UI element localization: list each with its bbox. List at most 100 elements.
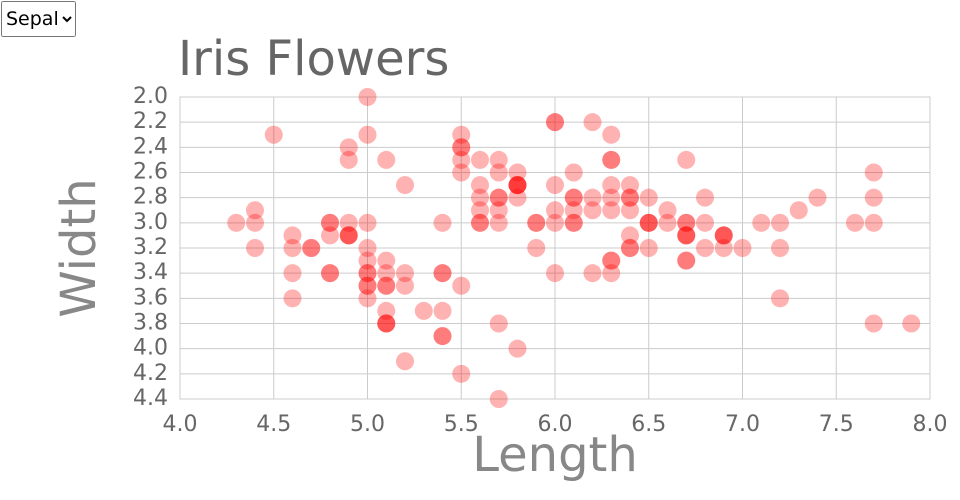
point: [677, 226, 696, 245]
y-tick-label: 2.0: [133, 84, 168, 109]
point: [621, 188, 639, 207]
y-tick-label: 3.6: [133, 285, 168, 310]
x-tick-label: 4.5: [256, 412, 291, 437]
y-tick-label: 3.8: [133, 311, 168, 336]
point: [696, 213, 714, 232]
point: [452, 138, 471, 157]
point: [621, 176, 639, 195]
point: [621, 239, 639, 257]
point: [621, 239, 639, 257]
point: [639, 213, 658, 232]
point: [527, 239, 546, 257]
point: [621, 201, 639, 220]
x-tick-label: 6.0: [538, 412, 573, 437]
measure-select[interactable]: Sepal: [1, 1, 76, 37]
point: [339, 138, 358, 157]
point: [358, 88, 377, 106]
point: [639, 213, 658, 232]
point: [339, 226, 358, 245]
point: [283, 226, 302, 245]
point: [639, 239, 658, 257]
point: [433, 264, 452, 283]
x-tick-label: 5.5: [444, 412, 479, 437]
point: [471, 201, 489, 220]
x-axis-label: Length: [472, 427, 638, 483]
point: [639, 213, 658, 232]
point: [489, 150, 508, 169]
point: [752, 213, 771, 232]
point: [546, 264, 564, 283]
point: [677, 226, 696, 245]
point: [471, 150, 489, 169]
point: [677, 251, 696, 270]
point: [602, 251, 621, 270]
x-tick-label: 7.0: [725, 412, 760, 437]
chart-title: Iris Flowers: [178, 31, 449, 87]
point: [864, 314, 883, 333]
point: [508, 176, 527, 195]
point: [396, 264, 414, 283]
point: [283, 239, 302, 257]
x-tick-label: 4.0: [163, 412, 198, 437]
point: [696, 188, 714, 207]
point: [264, 125, 283, 144]
point: [377, 314, 396, 333]
point: [546, 113, 564, 132]
point: [358, 276, 377, 295]
point: [377, 150, 396, 169]
point: [602, 188, 621, 207]
point: [302, 239, 321, 257]
y-tick-label: 2.4: [133, 134, 168, 159]
point: [546, 113, 564, 132]
point: [714, 239, 733, 257]
point: [658, 201, 677, 220]
point: [283, 264, 302, 283]
point: [246, 213, 264, 232]
point: [546, 213, 564, 232]
point: [358, 264, 377, 283]
point: [771, 289, 789, 308]
point: [433, 301, 452, 320]
point: [396, 176, 414, 195]
y-tick-label: 2.6: [133, 160, 168, 185]
point: [583, 188, 602, 207]
point: [508, 188, 527, 207]
point: [377, 276, 396, 295]
point: [508, 163, 527, 182]
point: [358, 251, 377, 270]
point: [602, 264, 621, 283]
y-tick-label: 4.0: [133, 336, 168, 361]
y-tick-label: 3.2: [133, 235, 168, 260]
point: [377, 301, 396, 320]
point: [602, 251, 621, 270]
point: [489, 188, 508, 207]
point: [321, 213, 339, 232]
point: [714, 226, 733, 245]
point: [358, 213, 377, 232]
point: [489, 163, 508, 182]
point: [452, 125, 471, 144]
point: [508, 176, 527, 195]
point: [433, 264, 452, 283]
point: [377, 264, 396, 283]
point: [808, 188, 827, 207]
point: [339, 213, 358, 232]
point: [583, 113, 602, 132]
point: [433, 327, 452, 346]
point: [358, 125, 377, 144]
point: [377, 276, 396, 295]
point: [246, 239, 264, 257]
point: [621, 226, 639, 245]
point: [339, 150, 358, 169]
point: [471, 213, 489, 232]
point: [583, 264, 602, 283]
point: [658, 213, 677, 232]
point: [564, 201, 583, 220]
point: [452, 150, 471, 169]
point: [489, 314, 508, 333]
point: [452, 163, 471, 182]
point: [358, 239, 377, 257]
point: [414, 301, 433, 320]
y-tick-label: 4.2: [133, 361, 168, 386]
